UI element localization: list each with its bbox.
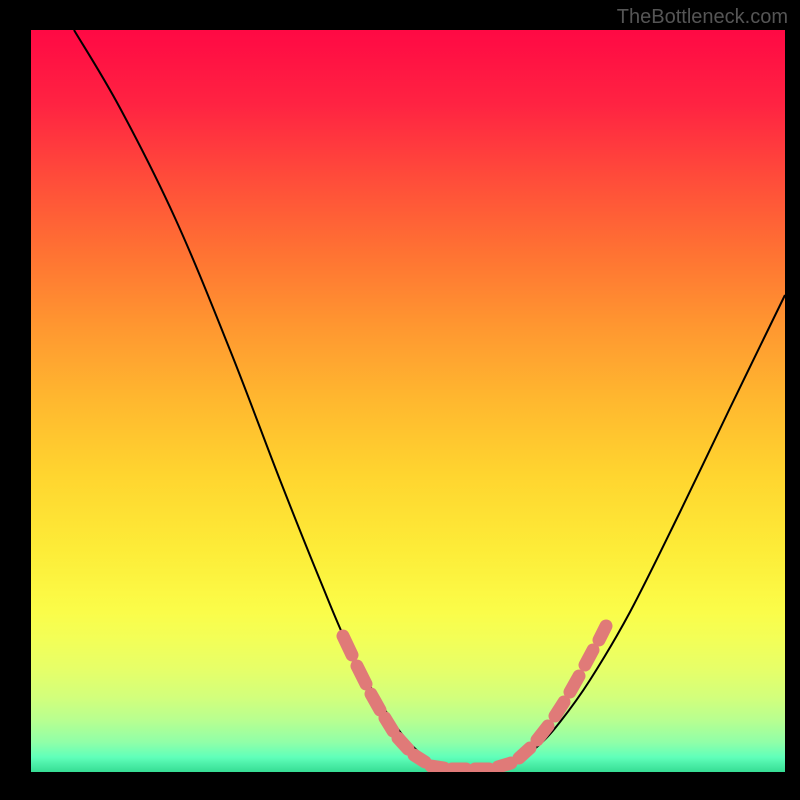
highlight-dash-segment: [385, 718, 393, 731]
highlight-dash-segment: [599, 626, 606, 640]
highlight-dash-segment: [585, 650, 593, 665]
attribution-text: TheBottleneck.com: [617, 6, 788, 29]
highlight-dash-segment: [537, 726, 548, 740]
highlight-dash-segment: [343, 636, 352, 655]
highlight-dash-segment: [498, 763, 511, 767]
highlight-dash-segment: [398, 738, 408, 749]
stage: TheBottleneck.com: [0, 0, 800, 800]
frame-bottom: [0, 772, 800, 800]
highlight-dash-segment: [357, 666, 366, 684]
bottleneck-chart-svg: [0, 0, 800, 800]
frame-right: [785, 0, 800, 800]
highlight-dash-segment: [371, 694, 380, 710]
highlight-dash-segment: [570, 676, 579, 692]
frame-left: [0, 0, 31, 800]
highlight-dash-segment: [519, 748, 530, 758]
highlight-dash-segment: [431, 766, 444, 768]
plot-gradient-background: [31, 30, 785, 772]
highlight-dash-segment: [414, 755, 425, 762]
highlight-dash-segment: [555, 702, 564, 716]
